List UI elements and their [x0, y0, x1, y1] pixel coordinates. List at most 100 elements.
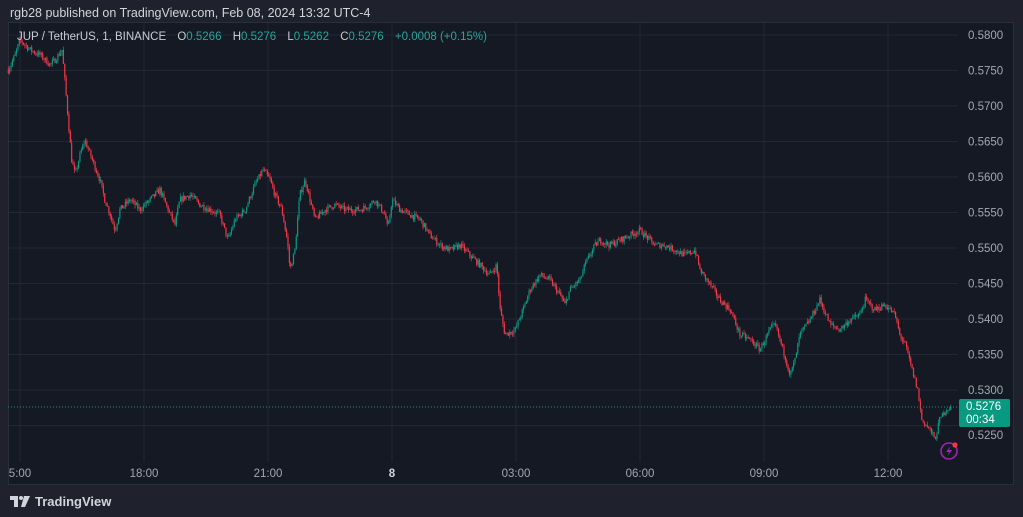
candle-body	[889, 308, 891, 309]
candle-body	[179, 196, 182, 202]
candle-body	[18, 39, 20, 45]
candle-body	[228, 235, 230, 237]
candle-body	[517, 320, 519, 327]
chart-panel[interactable]	[8, 22, 1014, 485]
candle-body	[135, 203, 138, 206]
candle-body	[387, 222, 390, 224]
candle-body	[685, 252, 687, 254]
candle-body	[57, 54, 59, 62]
candle-body	[474, 257, 476, 259]
candle-body	[102, 185, 104, 194]
candle-body	[635, 233, 638, 235]
candle-body	[874, 307, 876, 311]
candle-body	[141, 210, 143, 212]
candle-body	[867, 299, 869, 302]
candle-body	[839, 329, 842, 332]
last-price-label: 0.5276 00:34	[959, 399, 1010, 428]
candle-body	[283, 214, 285, 223]
candle-body	[703, 272, 705, 275]
candle-body	[644, 232, 646, 237]
candle-body	[262, 169, 264, 171]
candle-body	[197, 200, 200, 203]
candle-body	[754, 344, 756, 347]
symbol-legend: JUP / TetherUS, 1, BINANCE O0.5266 H0.52…	[17, 31, 487, 43]
price-tick-label: 0.5500	[968, 243, 1003, 255]
candle-body	[233, 220, 235, 227]
time-axis[interactable]: 5:00 18:00 21:00 8 03:00 06:00 09:00 12:00	[9, 468, 903, 480]
candle-body	[186, 196, 189, 197]
candle-body	[892, 310, 894, 313]
candle-body	[852, 315, 854, 319]
candle-body	[868, 301, 871, 303]
candle-body	[492, 270, 494, 272]
candle-body	[342, 205, 344, 207]
candle-body	[496, 264, 499, 274]
candle-body	[476, 258, 478, 265]
candle-body	[259, 174, 262, 177]
candle-body	[235, 220, 237, 222]
candle-body	[109, 213, 111, 217]
candle-body	[146, 201, 149, 203]
candle-body	[804, 325, 806, 328]
candle-body	[286, 229, 288, 237]
candle-body	[95, 170, 98, 173]
candle-body	[491, 271, 493, 273]
candle-body	[853, 315, 855, 317]
candle-body	[352, 210, 354, 213]
candle-body	[210, 208, 212, 213]
candle-body	[270, 178, 273, 183]
price-axis[interactable]: 0.5800 0.5750 0.5700 0.5650 0.5600 0.5550 0.55…	[968, 30, 1003, 442]
candle-body	[113, 224, 115, 230]
time-tick-label: 06:00	[626, 468, 655, 480]
tradingview-footer[interactable]: TradingView	[10, 494, 111, 509]
price-tick-label: 0.5750	[968, 66, 1003, 78]
candle-body	[20, 39, 22, 41]
candle-body	[739, 328, 741, 337]
candle-body	[708, 281, 711, 283]
candle-body	[240, 214, 242, 217]
candle-body	[866, 296, 868, 300]
candle-body	[185, 196, 187, 200]
candle-body	[877, 306, 879, 310]
candle-body	[783, 345, 785, 356]
candle-body	[390, 207, 392, 216]
candle-body	[651, 237, 653, 241]
candle-body	[460, 243, 463, 248]
candle-body	[130, 200, 132, 202]
candle-body	[14, 53, 16, 56]
lightning-icon[interactable]	[940, 442, 958, 460]
symbol-name[interactable]: JUP / TetherUS, 1, BINANCE	[17, 31, 167, 43]
candle-body	[704, 274, 707, 280]
candle-body	[580, 276, 583, 278]
candle-body	[51, 60, 53, 64]
candle-body	[430, 232, 432, 239]
candle-body	[768, 329, 770, 334]
candle-body	[702, 272, 704, 274]
high-label: H	[232, 31, 241, 43]
candle-body	[396, 204, 398, 205]
low-label: L	[287, 31, 294, 43]
candle-body	[667, 245, 669, 248]
candle-body	[153, 194, 155, 197]
candle-body	[573, 286, 576, 287]
candle-body	[934, 437, 937, 440]
candle-body	[105, 202, 107, 206]
candle-body	[123, 206, 125, 209]
candle-body	[71, 142, 73, 163]
candle-body	[79, 152, 81, 162]
candle-body	[798, 336, 800, 344]
candle-body	[288, 246, 290, 263]
candle-body	[534, 283, 536, 286]
candle-body	[907, 347, 909, 354]
candle-body	[66, 95, 69, 114]
candle-body	[693, 250, 696, 254]
candle-body	[171, 213, 173, 220]
candle-body	[776, 325, 778, 329]
candle-body	[535, 279, 537, 286]
candle-body	[697, 255, 700, 265]
candle-body	[11, 60, 14, 65]
candle-body	[550, 277, 552, 280]
candle-body	[502, 315, 504, 324]
candle-body	[947, 410, 949, 412]
